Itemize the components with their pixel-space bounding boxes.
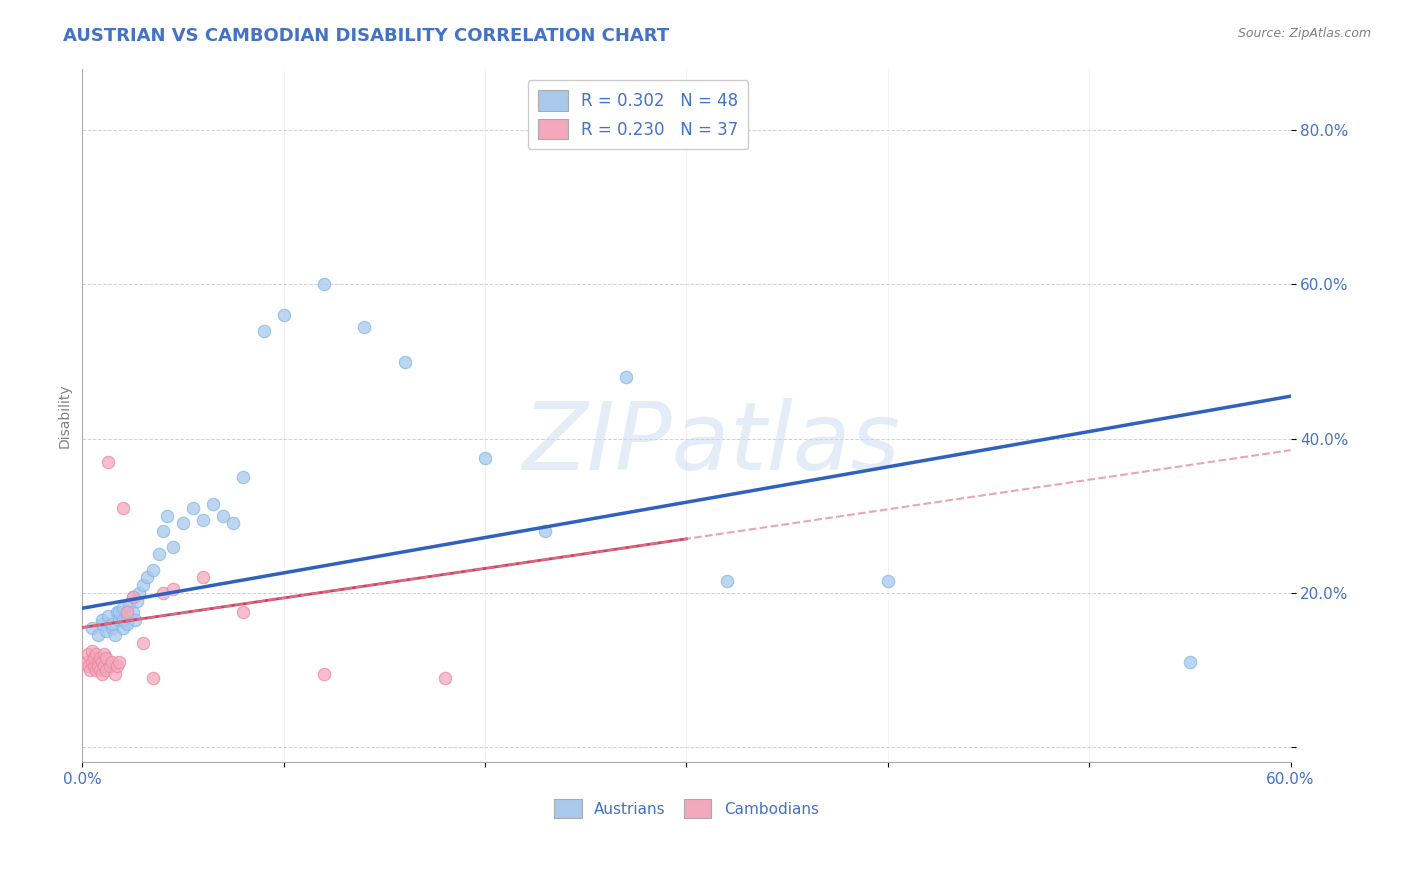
Point — [172, 516, 194, 531]
Point — [222, 516, 245, 531]
Point — [111, 620, 134, 634]
Point — [82, 620, 104, 634]
Point — [107, 613, 129, 627]
Point — [82, 655, 104, 669]
Point — [111, 613, 134, 627]
Point — [101, 616, 124, 631]
Text: ZIPatlas: ZIPatlas — [522, 398, 900, 489]
Point — [75, 655, 97, 669]
Point — [232, 605, 254, 619]
Point — [91, 613, 114, 627]
Point — [86, 648, 108, 662]
Point — [353, 319, 375, 334]
Point — [117, 598, 139, 612]
Point — [89, 651, 111, 665]
Point — [96, 651, 118, 665]
Point — [124, 613, 146, 627]
Point — [96, 624, 118, 639]
Point — [103, 666, 125, 681]
Point — [191, 570, 214, 584]
Point — [97, 455, 120, 469]
Point — [312, 666, 335, 681]
Point — [91, 666, 114, 681]
Text: Source: ZipAtlas.com: Source: ZipAtlas.com — [1237, 27, 1371, 40]
Point — [103, 628, 125, 642]
Point — [101, 620, 124, 634]
Text: AUSTRIAN VS CAMBODIAN DISABILITY CORRELATION CHART: AUSTRIAN VS CAMBODIAN DISABILITY CORRELA… — [63, 27, 669, 45]
Point — [212, 508, 235, 523]
Point — [82, 643, 104, 657]
Point — [252, 324, 274, 338]
Point — [128, 586, 150, 600]
Point — [716, 574, 738, 589]
Point — [87, 659, 110, 673]
Point — [111, 601, 134, 615]
Point — [156, 508, 179, 523]
Point — [142, 671, 165, 685]
Point — [202, 497, 225, 511]
Point — [312, 277, 335, 292]
Point — [162, 582, 184, 596]
Point — [87, 628, 110, 642]
Point — [93, 659, 115, 673]
Legend: Austrians, Cambodians: Austrians, Cambodians — [548, 793, 825, 824]
Point — [107, 655, 129, 669]
Point — [93, 648, 115, 662]
Point — [105, 605, 128, 619]
Point — [115, 605, 138, 619]
Point — [86, 663, 108, 677]
Point — [91, 655, 114, 669]
Point — [614, 370, 637, 384]
Point — [876, 574, 898, 589]
Point — [142, 563, 165, 577]
Point — [191, 512, 214, 526]
Point — [135, 570, 157, 584]
Point — [1178, 655, 1201, 669]
Point — [474, 450, 496, 465]
Point — [107, 605, 129, 619]
Point — [148, 547, 170, 561]
Point — [131, 636, 153, 650]
Point — [87, 655, 110, 669]
Point — [121, 590, 143, 604]
Point — [111, 501, 134, 516]
Point — [79, 663, 101, 677]
Point — [105, 659, 128, 673]
Point — [121, 590, 143, 604]
Point — [100, 659, 122, 673]
Point — [77, 659, 100, 673]
Point — [96, 663, 118, 677]
Point — [121, 605, 143, 619]
Point — [131, 578, 153, 592]
Point — [83, 651, 105, 665]
Y-axis label: Disability: Disability — [58, 384, 72, 448]
Point — [91, 616, 114, 631]
Point — [125, 593, 148, 607]
Point — [115, 609, 138, 624]
Point — [115, 616, 138, 631]
Point — [97, 609, 120, 624]
Point — [433, 671, 456, 685]
Point — [152, 586, 174, 600]
Point — [394, 354, 416, 368]
Point — [232, 470, 254, 484]
Point — [181, 501, 204, 516]
Point — [162, 540, 184, 554]
Point — [83, 659, 105, 673]
Point — [273, 308, 295, 322]
Point — [77, 648, 100, 662]
Point — [152, 524, 174, 538]
Point — [101, 655, 124, 669]
Point — [89, 663, 111, 677]
Point — [534, 524, 557, 538]
